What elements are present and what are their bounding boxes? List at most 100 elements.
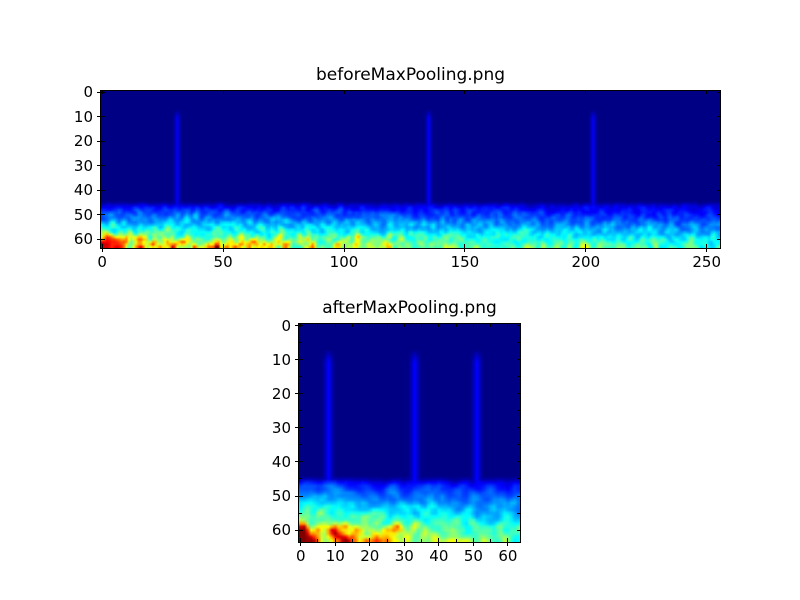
y-tick-mark: [299, 444, 302, 446]
y-tick-mark: [717, 238, 720, 240]
x-major-tick-mark: [706, 244, 708, 252]
y-tick-label: 10: [73, 107, 93, 126]
y-major-tick-mark: [295, 325, 303, 327]
x-tick-mark: [352, 324, 354, 327]
y-tick-mark: [517, 325, 520, 327]
y-tick-mark: [517, 427, 520, 429]
y-major-tick-mark: [97, 91, 105, 93]
y-tick-label: 0: [281, 316, 291, 335]
x-major-tick-mark: [369, 538, 371, 546]
x-tick-mark: [490, 324, 492, 327]
y-major-tick-mark: [97, 165, 105, 167]
x-tick-mark: [706, 91, 708, 94]
x-major-tick-mark: [403, 538, 405, 546]
y-tick-mark: [299, 478, 302, 480]
y-tick-label: 50: [73, 205, 93, 224]
x-tick-mark: [438, 324, 440, 327]
x-major-tick-mark: [438, 538, 440, 546]
x-major-tick-mark: [334, 538, 336, 546]
y-major-tick-mark: [295, 393, 303, 395]
x-tick-mark: [421, 324, 423, 327]
x-tick-mark: [464, 91, 466, 94]
y-tick-label: 40: [73, 181, 93, 200]
y-major-tick-mark: [97, 116, 105, 118]
x-tick-mark: [455, 324, 457, 327]
y-tick-mark: [299, 376, 302, 378]
y-tick-mark: [299, 342, 302, 344]
y-tick-mark: [717, 165, 720, 167]
before-maxpooling-plot: beforeMaxPooling.png 0 50 100 150 200 250 0 10 2…: [74, 65, 721, 271]
x-major-tick-mark: [472, 538, 474, 546]
x-major-tick-mark: [464, 244, 466, 252]
x-major-tick-mark: [300, 538, 302, 546]
x-tick-mark: [386, 539, 388, 542]
y-major-tick-mark: [97, 189, 105, 191]
x-major-tick-mark: [585, 244, 587, 252]
y-tick-mark: [517, 393, 520, 395]
x-tick-mark: [455, 539, 457, 542]
x-tick-mark: [369, 324, 371, 327]
x-tick-label: 30: [394, 547, 414, 565]
y-tick-label: 20: [271, 384, 291, 403]
y-tick-mark: [517, 376, 520, 378]
y-tick-mark: [717, 214, 720, 216]
x-tick-mark: [421, 539, 423, 542]
x-tick-mark: [490, 539, 492, 542]
x-tick-label: 250: [692, 253, 722, 271]
x-tick-label: 10: [325, 547, 345, 565]
after-plot-title: afterMaxPooling.png: [322, 298, 497, 318]
x-major-tick-mark: [507, 538, 509, 546]
x-major-tick-mark: [222, 244, 224, 252]
y-major-tick-mark: [97, 238, 105, 240]
x-tick-mark: [343, 91, 345, 94]
after-maxpooling-plot: afterMaxPooling.png 0 10 20 30 40 50 60 0 10 20 30…: [272, 298, 521, 565]
y-tick-mark: [517, 444, 520, 446]
y-tick-mark: [517, 359, 520, 361]
y-tick-mark: [717, 91, 720, 93]
y-tick-mark: [299, 410, 302, 412]
y-tick-mark: [517, 495, 520, 497]
y-major-tick-mark: [97, 140, 105, 142]
before-plot-title: beforeMaxPooling.png: [315, 65, 506, 85]
x-tick-label: 200: [571, 253, 601, 271]
x-tick-label: 0: [295, 547, 306, 565]
x-tick-label: 150: [450, 253, 480, 271]
y-major-tick-mark: [295, 359, 303, 361]
y-tick-mark: [717, 189, 720, 191]
x-tick-label: 50: [213, 253, 233, 271]
x-major-tick-mark: [101, 244, 103, 252]
y-tick-label: 20: [73, 132, 93, 151]
x-tick-label: 50: [463, 547, 483, 565]
x-tick-label: 100: [329, 253, 359, 271]
after-heatmap-image: [299, 324, 520, 542]
y-tick-label: 60: [73, 230, 93, 249]
y-tick-mark: [717, 140, 720, 142]
x-tick-mark: [317, 539, 319, 542]
x-major-tick-mark: [343, 244, 345, 252]
y-tick-label: 60: [271, 521, 291, 540]
y-major-tick-mark: [295, 461, 303, 463]
x-tick-mark: [403, 324, 405, 327]
y-major-tick-mark: [295, 427, 303, 429]
y-tick-label: 10: [271, 350, 291, 369]
y-major-tick-mark: [97, 214, 105, 216]
x-tick-mark: [317, 324, 319, 327]
y-tick-mark: [717, 116, 720, 118]
y-tick-label: 0: [83, 83, 93, 102]
x-tick-label: 40: [429, 547, 449, 565]
x-tick-label: 0: [97, 253, 107, 271]
x-tick-label: 20: [360, 547, 380, 565]
y-tick-label: 50: [271, 487, 291, 506]
y-tick-mark: [517, 410, 520, 412]
y-tick-label: 40: [271, 452, 291, 471]
x-tick-mark: [222, 91, 224, 94]
y-tick-mark: [517, 461, 520, 463]
y-tick-mark: [299, 512, 302, 514]
x-tick-mark: [334, 324, 336, 327]
x-tick-label: 60: [498, 547, 518, 565]
y-tick-mark: [517, 342, 520, 344]
before-heatmap-image: [101, 91, 720, 248]
x-tick-mark: [507, 324, 509, 327]
y-tick-mark: [517, 478, 520, 480]
